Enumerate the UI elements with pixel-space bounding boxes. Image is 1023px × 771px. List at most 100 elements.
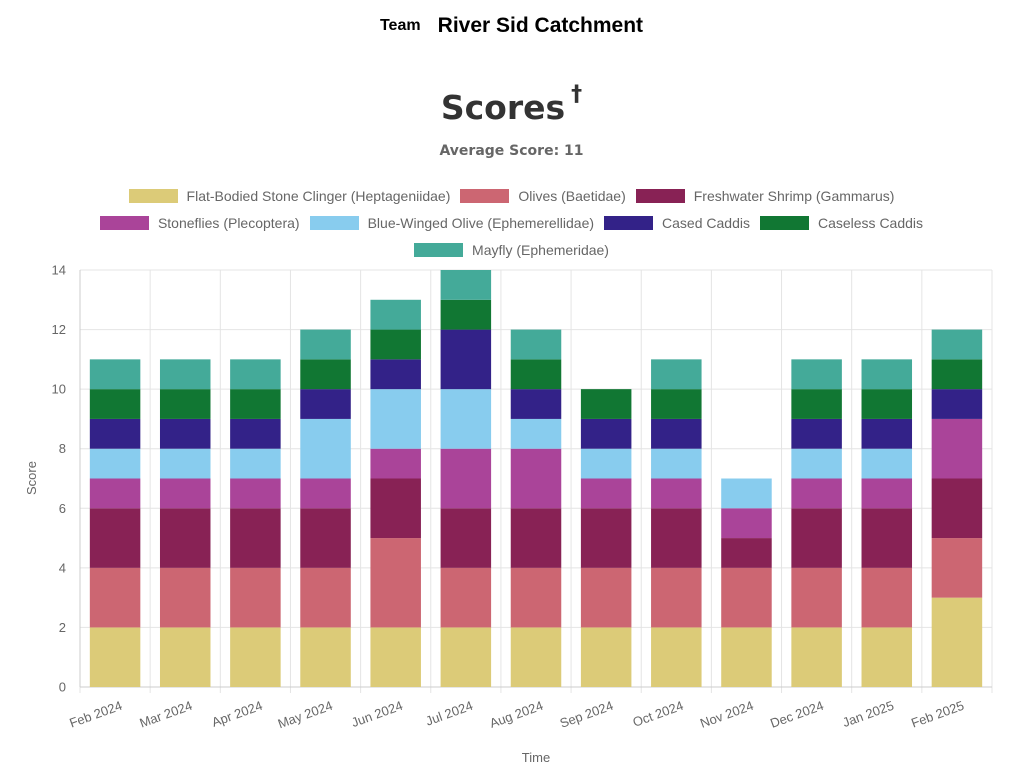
bar-segment[interactable] <box>440 329 492 390</box>
bar-segment[interactable] <box>651 448 702 479</box>
bar-segment[interactable] <box>370 299 421 330</box>
bar-segment[interactable] <box>931 389 983 419</box>
bar-segment[interactable] <box>440 508 492 568</box>
bar-segment[interactable] <box>230 567 281 628</box>
bar-segment[interactable] <box>370 478 421 539</box>
bar-segment[interactable] <box>300 418 351 479</box>
bar-segment[interactable] <box>931 538 983 598</box>
legend-item[interactable]: Cased Caddis <box>604 215 750 231</box>
legend-item[interactable]: Freshwater Shrimp (Gammarus) <box>635 188 894 204</box>
bar-segment[interactable] <box>440 389 492 449</box>
bar-segment[interactable] <box>510 359 562 390</box>
bar-segment[interactable] <box>580 508 632 568</box>
bar-segment[interactable] <box>791 567 842 628</box>
bar-segment[interactable] <box>580 627 632 687</box>
bar-segment[interactable] <box>791 389 842 419</box>
bar-segment[interactable] <box>651 508 702 568</box>
bar-segment[interactable] <box>89 627 141 687</box>
legend-item[interactable]: Mayfly (Ephemeridae) <box>414 242 609 258</box>
bar-segment[interactable] <box>300 627 351 687</box>
bar-segment[interactable] <box>159 389 211 419</box>
bar-segment[interactable] <box>580 478 632 509</box>
bar-segment[interactable] <box>230 627 281 687</box>
bar-segment[interactable] <box>721 538 772 568</box>
bar-segment[interactable] <box>89 567 141 628</box>
bar-segment[interactable] <box>510 627 562 687</box>
bar-segment[interactable] <box>89 389 141 419</box>
bar-segment[interactable] <box>931 359 983 390</box>
bar-segment[interactable] <box>931 418 983 479</box>
bar-segment[interactable] <box>159 627 211 687</box>
bar-segment[interactable] <box>931 478 983 539</box>
bar-segment[interactable] <box>370 448 421 479</box>
bar-segment[interactable] <box>230 389 281 419</box>
bar-segment[interactable] <box>440 270 492 300</box>
bar-segment[interactable] <box>861 567 913 628</box>
bar-segment[interactable] <box>230 478 281 509</box>
bar-segment[interactable] <box>300 329 351 360</box>
bar-segment[interactable] <box>861 389 913 419</box>
bar-segment[interactable] <box>510 567 562 628</box>
bar-segment[interactable] <box>510 448 562 509</box>
bar-segment[interactable] <box>89 359 141 390</box>
bar-segment[interactable] <box>440 448 492 509</box>
bar-segment[interactable] <box>861 418 913 449</box>
bar-segment[interactable] <box>300 478 351 509</box>
bar-segment[interactable] <box>370 627 421 687</box>
bar-segment[interactable] <box>510 329 562 360</box>
bar-segment[interactable] <box>861 627 913 687</box>
bar-segment[interactable] <box>580 389 632 419</box>
bar-segment[interactable] <box>580 567 632 628</box>
bar-segment[interactable] <box>791 418 842 449</box>
bar-segment[interactable] <box>580 448 632 479</box>
bar-segment[interactable] <box>89 448 141 479</box>
bar-segment[interactable] <box>300 389 351 419</box>
bar-segment[interactable] <box>931 329 983 360</box>
bar-segment[interactable] <box>440 567 492 628</box>
bar-segment[interactable] <box>440 299 492 330</box>
bar-segment[interactable] <box>651 359 702 390</box>
bar-segment[interactable] <box>370 389 421 449</box>
bar-segment[interactable] <box>861 508 913 568</box>
bar-segment[interactable] <box>370 359 421 390</box>
bar-segment[interactable] <box>510 418 562 449</box>
bar-segment[interactable] <box>721 508 772 539</box>
bar-segment[interactable] <box>159 508 211 568</box>
bar-segment[interactable] <box>159 359 211 390</box>
bar-segment[interactable] <box>931 597 983 687</box>
bar-segment[interactable] <box>370 538 421 628</box>
bar-segment[interactable] <box>791 448 842 479</box>
bar-segment[interactable] <box>89 478 141 509</box>
bar-segment[interactable] <box>230 508 281 568</box>
bar-segment[interactable] <box>159 448 211 479</box>
bar-segment[interactable] <box>159 418 211 449</box>
bar-segment[interactable] <box>791 359 842 390</box>
bar-segment[interactable] <box>230 448 281 479</box>
bar-segment[interactable] <box>230 359 281 390</box>
bar-segment[interactable] <box>791 508 842 568</box>
bar-segment[interactable] <box>300 359 351 390</box>
bar-segment[interactable] <box>230 418 281 449</box>
bar-segment[interactable] <box>721 627 772 687</box>
bar-segment[interactable] <box>159 567 211 628</box>
bar-segment[interactable] <box>440 627 492 687</box>
bar-segment[interactable] <box>721 478 772 509</box>
legend-item[interactable]: Stoneflies (Plecoptera) <box>99 215 300 231</box>
bar-segment[interactable] <box>651 389 702 419</box>
bar-segment[interactable] <box>861 478 913 509</box>
bar-segment[interactable] <box>651 627 702 687</box>
bar-segment[interactable] <box>651 418 702 449</box>
bar-segment[interactable] <box>861 448 913 479</box>
bar-segment[interactable] <box>159 478 211 509</box>
bar-segment[interactable] <box>721 567 772 628</box>
legend-item[interactable]: Olives (Baetidae) <box>460 188 626 204</box>
bar-segment[interactable] <box>89 508 141 568</box>
bar-segment[interactable] <box>370 329 421 360</box>
bar-segment[interactable] <box>791 627 842 687</box>
bar-segment[interactable] <box>300 567 351 628</box>
bar-segment[interactable] <box>861 359 913 390</box>
legend-item[interactable]: Blue-Winged Olive (Ephemerellidae) <box>309 215 594 231</box>
legend-item[interactable]: Flat-Bodied Stone Clinger (Heptageniidae… <box>128 188 450 204</box>
legend-item[interactable]: Caseless Caddis <box>759 215 923 231</box>
bar-segment[interactable] <box>791 478 842 509</box>
